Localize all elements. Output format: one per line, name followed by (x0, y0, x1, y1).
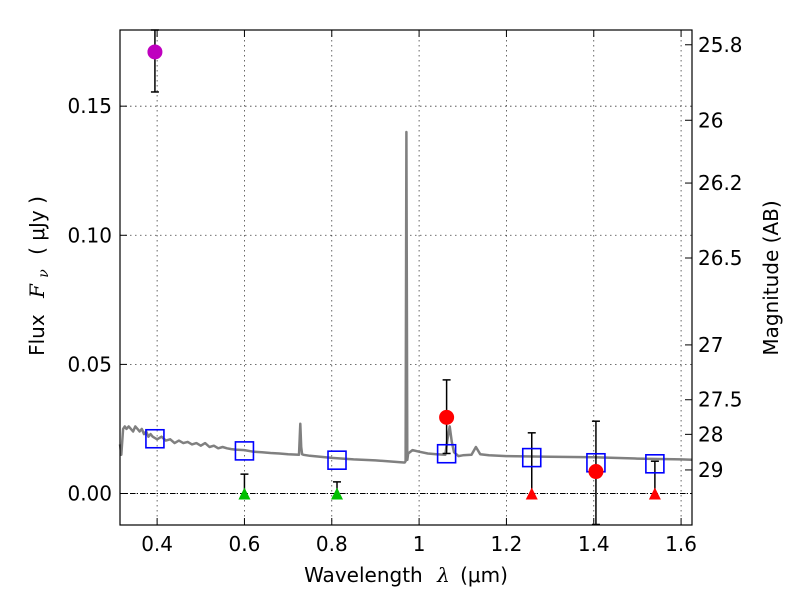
mag-tick-label: 25.8 (698, 33, 743, 57)
model-spectrum-line (118, 130, 693, 464)
plot-frame (119, 29, 693, 526)
x-tick-label: 1 (413, 532, 426, 556)
model-photometry-square (436, 443, 457, 464)
model-photometry-square (327, 450, 347, 470)
x-tick-label: 0.6 (229, 532, 261, 556)
y-tick-label: 0.00 (67, 481, 112, 505)
plot-frame-layer (119, 29, 693, 526)
mag-tick-label: 26 (698, 108, 723, 132)
mag-tick-label: 26.5 (698, 246, 743, 270)
y-tick-label: 0.10 (67, 223, 112, 247)
x-axis-label-text: Wavelength (304, 563, 423, 587)
observed-photometry-point (588, 464, 604, 480)
x-axis-label-unit: (μm) (460, 563, 508, 587)
mag-tick-label: 29 (698, 458, 723, 482)
upper-limit-marker (525, 487, 538, 500)
upper-limit-marker (238, 487, 251, 500)
observed-photometry-point (439, 409, 455, 425)
upper-limit-marker (331, 487, 344, 500)
model-photometry-square (234, 441, 255, 461)
model-photometry-square (521, 447, 542, 468)
y-tick-label: 0.15 (67, 94, 112, 118)
mag-tick-label: 28 (698, 422, 723, 446)
x-axis-label-symbol: λ (436, 563, 450, 587)
y-axis-label-text: Flux (25, 314, 49, 356)
x-axis-label: Wavelength λ (μm) (304, 563, 508, 587)
x-tick-label: 1.4 (578, 532, 610, 556)
x-tick-label: 0.4 (141, 532, 173, 556)
mag-tick-label: 27.5 (698, 388, 743, 412)
y-axis-label-sub: ν (36, 269, 52, 278)
upper-limit-marker (648, 487, 661, 500)
model-spectrum-layer (118, 130, 693, 464)
x-tick-label: 1.2 (491, 532, 523, 556)
model-photometry-square (645, 454, 665, 474)
y-right-axis-label: Magnitude (AB) (759, 200, 783, 355)
points-layer (145, 44, 665, 500)
y-axis-label-symbol: F (25, 283, 49, 299)
observed-photometry-point (147, 44, 163, 60)
y-tick-label: 0.05 (67, 352, 112, 376)
x-tick-label: 0.8 (316, 532, 348, 556)
mag-tick-label: 27 (698, 333, 723, 357)
tick-layer: 0.4 0.6 0.8 1 1.2 1.4 1.6 0.00 0.05 0.10 0.15 25.8 2… (67, 30, 743, 556)
model-photometry-square (145, 428, 165, 449)
y-axis-label: Flux F ν ( μJy ) (25, 196, 53, 356)
mag-tick-label: 26.2 (698, 171, 743, 195)
x-tick-label: 1.6 (665, 532, 697, 556)
y-axis-label-unit: ( μJy ) (25, 196, 49, 255)
